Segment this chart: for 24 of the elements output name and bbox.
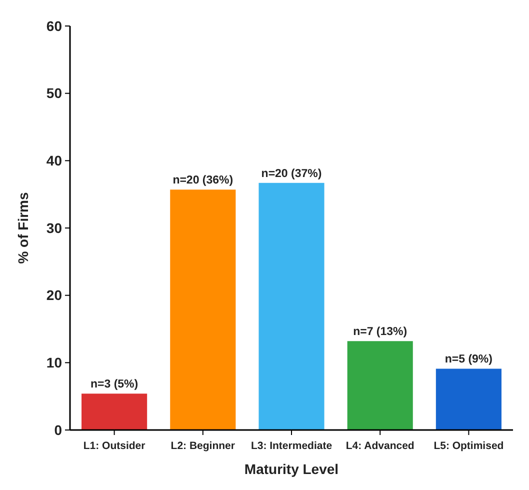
x-tick-label: L5: Optimised (434, 440, 504, 452)
y-axis-title: % of Firms (15, 192, 31, 264)
bar (170, 190, 236, 430)
y-tick-label: 0 (54, 422, 62, 438)
x-tick-label: L3: Intermediate (250, 440, 332, 452)
y-tick-label: 60 (46, 18, 62, 34)
y-tick-label: 30 (46, 220, 62, 236)
bar (436, 368, 502, 430)
data-label: n=20 (36%) (172, 174, 234, 187)
data-label: n=7 (13%) (353, 326, 408, 338)
bar (82, 394, 148, 430)
x-axis-title: Maturity Level (244, 461, 339, 477)
bar (258, 182, 324, 430)
data-label: n=20 (37%) (261, 168, 322, 180)
y-tick-label: 20 (46, 287, 62, 304)
y-tick-label: 40 (46, 152, 62, 169)
x-tick-label: L4: Advanced (346, 440, 414, 452)
y-tick-label: 10 (46, 354, 62, 371)
bar (347, 341, 413, 430)
y-tick-label: 50 (46, 85, 62, 102)
data-label: n=3 (5%) (90, 378, 138, 391)
x-tick-label: L2: Beginner (170, 440, 235, 452)
data-label: n=5 (9%) (444, 354, 493, 366)
x-tick-label: L1: Outsider (83, 440, 146, 452)
